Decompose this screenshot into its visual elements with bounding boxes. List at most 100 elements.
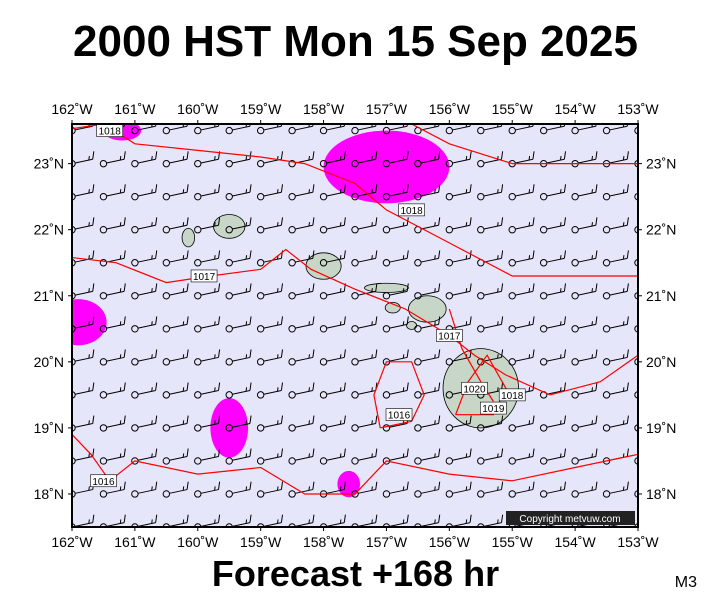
wind-barb-feather — [563, 184, 567, 193]
wind-station-circle — [508, 259, 516, 267]
wind-barb-staff — [578, 323, 596, 329]
wind-barb-feather — [123, 250, 126, 259]
wind-barb-staff — [546, 158, 565, 164]
wind-barb-feather — [406, 349, 409, 358]
wind-barb-feather — [123, 514, 126, 523]
wind-barb-staff — [420, 257, 439, 263]
wind-barb-feather — [532, 151, 535, 160]
wind-station-circle — [508, 226, 516, 234]
wind-barb — [131, 250, 158, 267]
wind-station-circle — [162, 325, 171, 333]
wind-barb-feather — [280, 151, 284, 160]
lon-label-bottom: 161˚W — [114, 534, 156, 550]
wind-barb-feather — [155, 481, 158, 490]
lon-label-top: 153˚W — [617, 101, 659, 117]
wind-barb-feather — [438, 448, 441, 457]
island-niihau — [181, 227, 196, 248]
wind-barb-staff — [232, 125, 251, 131]
wind-barb-half-feather — [434, 255, 436, 260]
wind-barb — [351, 415, 378, 432]
wind-station-circle — [477, 424, 485, 432]
wind-station-circle — [194, 226, 202, 234]
wind-barb-half-feather — [591, 288, 593, 293]
wind-barb-half-feather — [402, 486, 405, 491]
wind-barb — [539, 283, 567, 300]
wind-station-circle — [256, 226, 265, 234]
wind-barb-staff — [483, 257, 502, 263]
wind-barb-staff — [169, 356, 188, 362]
wind-barb-staff — [295, 290, 313, 296]
wind-station-circle — [445, 192, 454, 201]
wind-barb — [477, 448, 504, 465]
wind-barb-feather — [312, 481, 315, 490]
wind-barb-feather — [280, 382, 284, 391]
wind-barb-half-feather — [465, 255, 468, 260]
wind-barb-feather — [406, 250, 409, 259]
isobar-label: 1018 — [501, 391, 524, 402]
wind-barb-half-feather — [497, 354, 499, 359]
wind-barb-staff — [106, 456, 125, 461]
isobar-label: 1016 — [92, 477, 115, 488]
wind-station-circle — [571, 358, 579, 366]
wind-station-circle — [414, 259, 422, 267]
wind-barb — [539, 184, 567, 201]
wind-barb — [319, 448, 346, 465]
wind-station-circle — [162, 490, 171, 498]
wind-barb-half-feather — [371, 189, 373, 194]
wind-barb-half-feather — [151, 189, 153, 194]
wind-barb-half-feather — [465, 420, 468, 425]
wind-barb-half-feather — [655, 123, 656, 127]
wind-barb — [351, 151, 378, 168]
wind-barb — [99, 184, 126, 201]
wind-barb-feather — [186, 382, 189, 391]
lon-label-top: 160˚W — [177, 101, 219, 117]
wind-barb-staff — [263, 489, 282, 494]
wind-station-circle — [477, 226, 485, 234]
wind-barb-half-feather — [214, 486, 216, 491]
wind-barb-half-feather — [559, 354, 562, 359]
wind-barb-staff — [389, 290, 408, 296]
wind-barb-staff — [609, 389, 628, 395]
wind-barb-staff — [200, 158, 219, 164]
isobar-label-box — [498, 388, 526, 402]
lat-label-right: 20˚N — [646, 354, 676, 370]
wind-station-circle — [194, 292, 202, 300]
wind-barb-half-feather — [465, 124, 468, 128]
wind-barb — [382, 184, 409, 201]
wind-barb-half-feather — [497, 222, 499, 227]
wind-barb-staff — [641, 126, 659, 130]
wind-barb-feather — [186, 448, 189, 457]
wind-barb — [445, 481, 472, 498]
wind-barb-feather — [501, 283, 504, 292]
wind-barb-staff — [641, 192, 659, 196]
wind-barb-half-feather — [528, 453, 531, 458]
wind-station-circle — [194, 490, 202, 498]
wind-barb-half-feather — [465, 156, 468, 161]
wind-barb — [351, 250, 378, 267]
wind-barb-staff — [200, 522, 219, 527]
wind-station-circle — [382, 226, 391, 234]
wind-barb-feather — [155, 448, 158, 457]
isobar-label-box — [436, 329, 463, 342]
wind-barb — [571, 349, 598, 366]
wind-barb-feather — [218, 481, 221, 490]
wind-barb-half-feather — [182, 453, 185, 458]
isobar-label-box — [90, 474, 117, 488]
wind-barb-feather — [249, 151, 252, 160]
wind-barb — [99, 316, 126, 333]
wind-barb-half-feather — [214, 288, 216, 293]
wind-station-circle — [288, 292, 296, 300]
wind-barb-half-feather — [245, 288, 248, 293]
wind-barb-half-feather — [371, 420, 373, 425]
wind-barb — [256, 184, 284, 201]
precip-area-4 — [337, 470, 361, 498]
wind-barb — [382, 283, 409, 300]
wind-barb-half-feather — [497, 486, 499, 491]
wind-barb-staff — [106, 224, 125, 230]
lon-label-top: 162˚W — [51, 101, 93, 117]
wind-barb-staff — [578, 290, 596, 296]
wind-barb-staff — [389, 423, 408, 428]
wind-barb-half-feather — [119, 288, 122, 293]
wind-barb-half-feather — [151, 519, 153, 524]
wind-barb-staff — [295, 389, 313, 395]
